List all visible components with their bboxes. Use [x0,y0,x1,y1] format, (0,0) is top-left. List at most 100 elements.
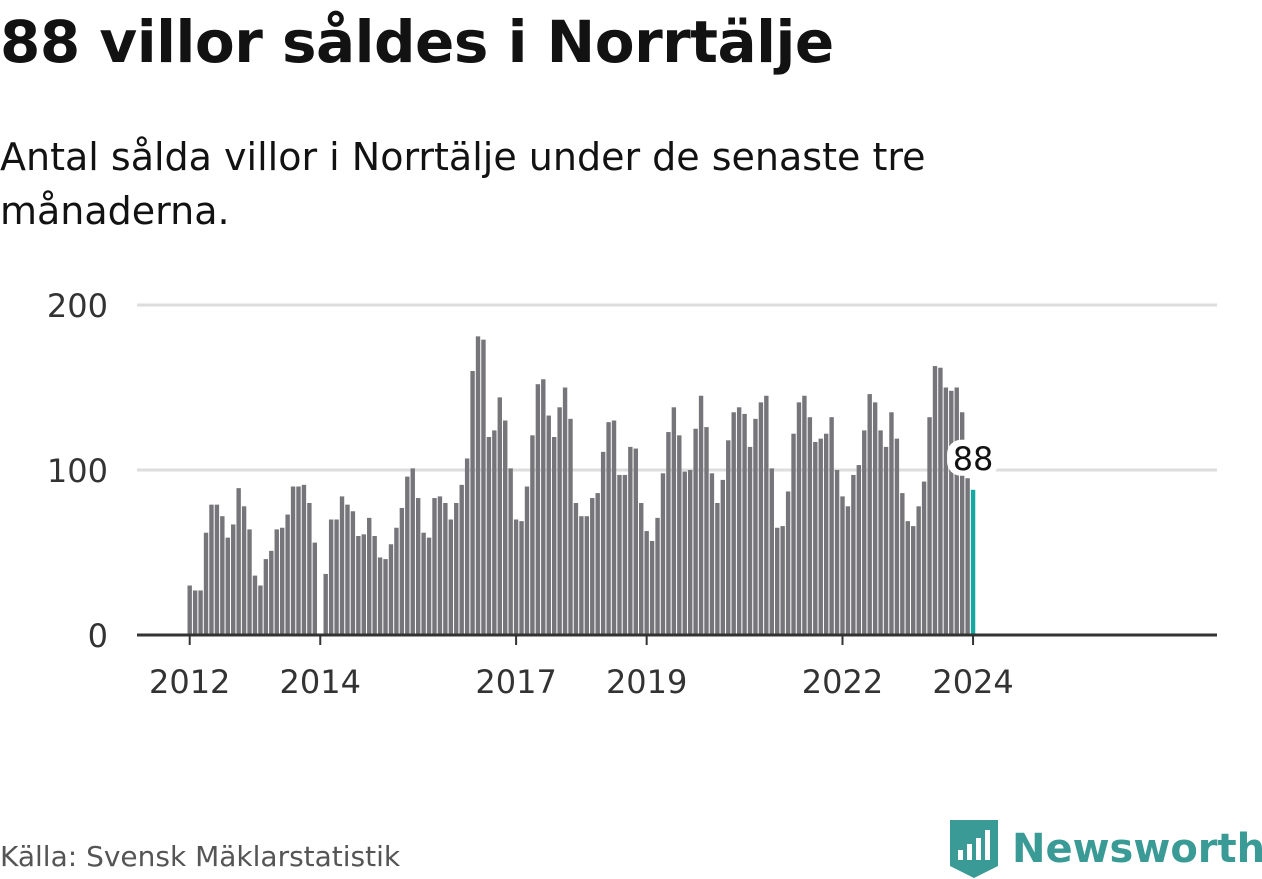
bar [949,390,954,635]
x-tick-label: 2019 [606,663,687,701]
newsworthy-logo: Newsworthy [950,820,1262,878]
bar [513,519,519,635]
x-tick-label: 2024 [932,663,1013,701]
bar [394,527,399,635]
bar [481,339,486,635]
bar [388,544,394,635]
bar [704,427,709,635]
bar [823,433,829,635]
bar [432,498,437,635]
bar [709,473,715,635]
bar [345,504,350,635]
bar [818,438,823,635]
bar [649,540,655,635]
bar [867,394,872,635]
bar [247,529,252,635]
bar [802,395,807,635]
bar [405,476,410,635]
bar [372,536,377,635]
bar [307,503,312,635]
bar [590,498,595,635]
bar [377,557,383,635]
bar [334,519,339,635]
bar [845,506,851,635]
bar [921,481,927,635]
source-note: Källa: Svensk Mäklarstatistik [0,840,401,873]
bar [279,527,285,635]
x-tick-label: 2012 [149,663,230,701]
bar [579,516,584,635]
bar [323,573,328,635]
bar [328,519,334,635]
bar [682,471,687,635]
bar [274,529,279,635]
bar [399,507,405,635]
bar [753,418,758,635]
bar [938,367,943,635]
bar [905,521,910,635]
bar [187,585,192,635]
x-tick-label: 2022 [802,663,883,701]
bar [470,371,475,635]
bar [546,415,551,635]
bar [459,484,464,635]
bar [927,417,932,635]
bar [464,458,470,635]
bar [796,402,802,635]
bar [617,474,622,635]
chart-subtitle: Antal sålda villor i Norrtälje under de … [0,135,926,233]
bar [878,430,883,635]
bar [666,432,671,635]
bar [698,395,704,635]
bar [736,407,742,635]
bar [367,517,372,635]
bar [900,493,905,635]
bar [644,531,649,635]
value-label-latest: 88 [953,440,994,478]
x-tick-label: 2017 [475,663,556,701]
bar [693,428,698,635]
bar [687,470,693,635]
bar [214,504,220,635]
newsworthy-logo-icon [950,820,998,878]
bar [508,468,513,635]
bar [263,559,269,635]
bar [840,496,845,635]
bar [851,474,856,635]
bar [541,379,546,635]
bar [883,446,889,635]
bar [595,493,600,635]
bar [671,407,677,635]
bar [241,506,247,635]
y-tick-label: 0 [88,617,108,655]
bar [301,484,307,635]
chart-title: 88 villor såldes i Norrtälje [0,8,834,76]
y-tick-label: 100 [47,452,108,490]
bar [932,366,938,635]
bar [954,387,959,635]
bar [312,542,318,635]
bar [454,503,459,635]
bar [834,470,840,635]
bar [764,395,769,635]
bar [742,413,747,635]
bar [573,503,579,635]
bar [562,387,568,635]
bar [203,532,209,635]
bar [611,420,617,635]
bar [497,397,502,635]
bar [209,504,214,635]
bar [448,519,454,635]
bar [530,435,535,635]
y-tick-label: 200 [47,287,108,325]
brand-name: Newsworthy [1012,826,1262,872]
bar [780,526,785,635]
bar [383,559,388,635]
bar [198,590,203,635]
bar [965,478,970,635]
bar [726,440,731,635]
bar [622,474,628,635]
bar [475,336,481,635]
bar [551,437,557,635]
bar [911,526,916,635]
